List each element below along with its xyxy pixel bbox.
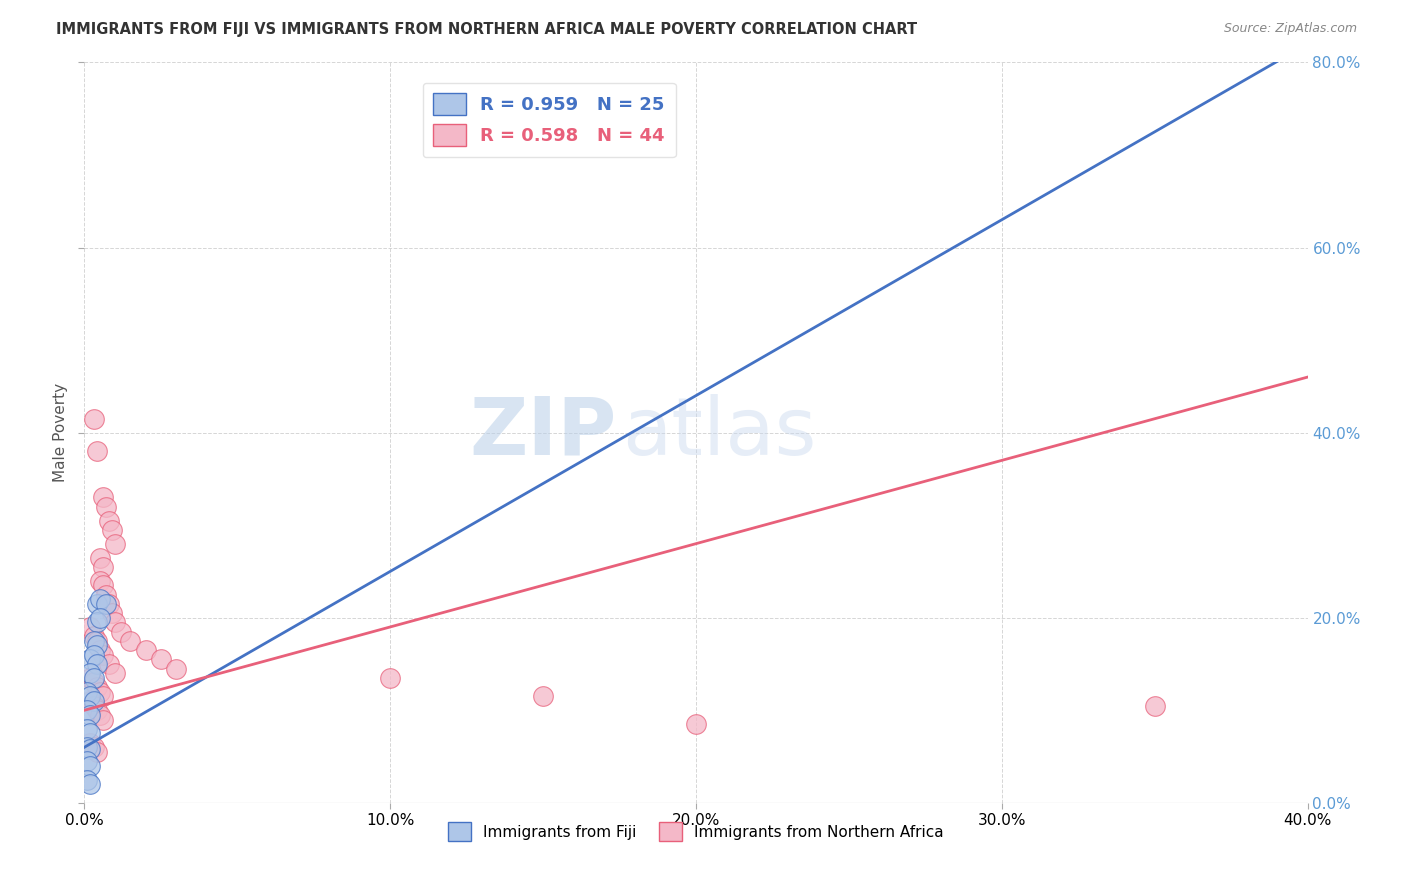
Point bbox=[83, 675, 105, 690]
Point bbox=[380, 671, 402, 685]
Point bbox=[91, 648, 114, 662]
Point bbox=[531, 690, 554, 704]
Text: ZIP: ZIP bbox=[470, 393, 616, 472]
Point bbox=[685, 717, 707, 731]
Point bbox=[86, 680, 108, 694]
Point bbox=[83, 671, 105, 685]
Point bbox=[89, 685, 111, 699]
Point bbox=[86, 597, 108, 611]
Point bbox=[97, 514, 120, 528]
Point bbox=[110, 624, 132, 639]
Point bbox=[79, 707, 101, 722]
Point bbox=[89, 550, 111, 565]
Point bbox=[83, 698, 105, 713]
Point bbox=[120, 633, 142, 648]
Point bbox=[91, 559, 114, 574]
Point bbox=[94, 588, 117, 602]
Point bbox=[83, 633, 105, 648]
Point bbox=[76, 772, 98, 787]
Point bbox=[91, 713, 114, 727]
Point bbox=[83, 740, 105, 755]
Point bbox=[104, 615, 127, 630]
Point bbox=[86, 703, 108, 717]
Point bbox=[83, 648, 105, 662]
Point bbox=[101, 523, 124, 537]
Point bbox=[76, 740, 98, 755]
Point bbox=[86, 657, 108, 671]
Point bbox=[79, 666, 101, 681]
Point bbox=[91, 578, 114, 592]
Point bbox=[97, 657, 120, 671]
Point bbox=[79, 726, 101, 740]
Text: atlas: atlas bbox=[623, 393, 817, 472]
Point bbox=[165, 662, 187, 676]
Point bbox=[89, 643, 111, 657]
Point bbox=[91, 690, 114, 704]
Point bbox=[89, 592, 111, 607]
Point bbox=[79, 758, 101, 772]
Point bbox=[79, 736, 101, 750]
Point bbox=[104, 536, 127, 550]
Point bbox=[89, 610, 111, 624]
Point bbox=[83, 629, 105, 643]
Point bbox=[149, 652, 172, 666]
Point bbox=[86, 633, 108, 648]
Point bbox=[79, 777, 101, 791]
Legend: Immigrants from Fiji, Immigrants from Northern Africa: Immigrants from Fiji, Immigrants from No… bbox=[441, 816, 950, 847]
Point bbox=[86, 745, 108, 759]
Point bbox=[94, 500, 117, 514]
Point bbox=[79, 652, 101, 666]
Point bbox=[76, 685, 98, 699]
Point bbox=[104, 666, 127, 681]
Point bbox=[76, 722, 98, 736]
Text: IMMIGRANTS FROM FIJI VS IMMIGRANTS FROM NORTHERN AFRICA MALE POVERTY CORRELATION: IMMIGRANTS FROM FIJI VS IMMIGRANTS FROM … bbox=[56, 22, 917, 37]
Point bbox=[135, 643, 157, 657]
Point bbox=[79, 671, 101, 685]
Point bbox=[91, 491, 114, 505]
Point bbox=[83, 411, 105, 425]
Y-axis label: Male Poverty: Male Poverty bbox=[52, 383, 67, 483]
Point bbox=[86, 639, 108, 653]
Text: Source: ZipAtlas.com: Source: ZipAtlas.com bbox=[1223, 22, 1357, 36]
Point bbox=[86, 444, 108, 458]
Point bbox=[83, 694, 105, 708]
Point bbox=[101, 606, 124, 620]
Point bbox=[79, 742, 101, 756]
Point bbox=[76, 754, 98, 768]
Point bbox=[94, 597, 117, 611]
Point bbox=[97, 597, 120, 611]
Point bbox=[89, 574, 111, 588]
Point bbox=[1143, 698, 1166, 713]
Point bbox=[86, 615, 108, 630]
Point bbox=[79, 694, 101, 708]
Point bbox=[76, 703, 98, 717]
Point bbox=[79, 690, 101, 704]
Point bbox=[79, 620, 101, 634]
Point bbox=[89, 707, 111, 722]
